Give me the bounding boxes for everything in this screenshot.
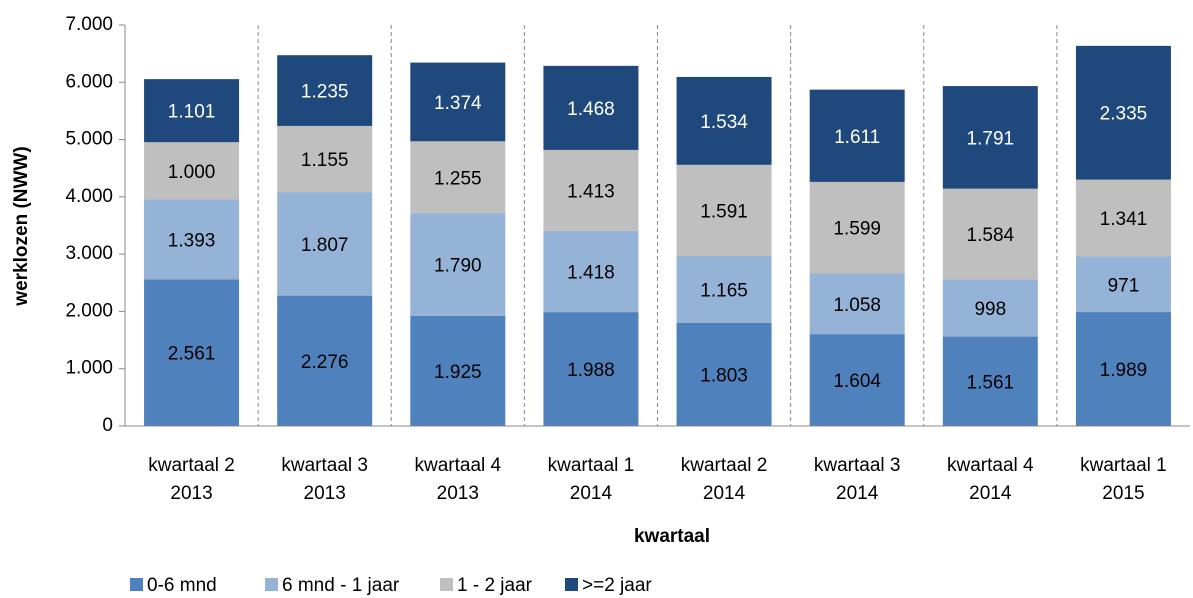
legend-label: 6 mnd - 1 jaar [282,575,400,596]
bar-segment [676,255,772,323]
data-label: 1.374 [434,93,482,114]
bar-segment [1075,179,1171,257]
bar-segment [277,192,373,296]
data-label: 1.604 [833,371,881,392]
y-axis-title: werklozen (NWW) [11,146,32,306]
bar-segment [809,273,905,335]
data-label: 1.058 [833,295,881,316]
bar-segment [1075,312,1171,426]
data-label: 2.561 [168,344,216,365]
data-label: 998 [974,299,1006,320]
x-tick-label: kwartaal 4 2013 [415,455,502,504]
bar-segment [277,55,373,126]
bar-segment [410,315,506,426]
data-label: 1.235 [301,82,349,103]
legend-swatch [565,578,578,591]
bar-segment [1075,45,1171,180]
legend-swatch [440,578,453,591]
data-label: 1.165 [700,280,748,301]
bar-segment [676,322,772,426]
data-label: 1.925 [434,362,482,383]
y-tick-label: 3.000 [65,243,113,264]
data-label: 1.790 [434,255,482,276]
data-label: 1.807 [301,235,349,256]
bar-segment [942,279,1038,337]
data-label: 1.101 [168,102,216,123]
x-tick-label: kwartaal 3 2014 [814,455,901,504]
data-label: 1.591 [700,201,748,222]
bar-segment [942,336,1038,426]
data-label: 1.534 [700,112,748,133]
legend-swatch [265,578,278,591]
bar-segment [144,199,240,280]
bar-segment [410,141,506,214]
y-tick-label: 1.000 [65,358,113,379]
y-tick-label: 7.000 [65,14,113,35]
bar-segment [543,65,639,150]
data-label: 1.255 [434,168,482,189]
data-label: 1.393 [168,230,216,251]
x-tick-label: kwartaal 1 2014 [548,455,635,504]
bar-segment [144,142,240,200]
data-label: 1.413 [567,181,615,202]
bar-segment [809,181,905,274]
bar-segment [1075,256,1171,313]
data-label: 1.584 [967,225,1015,246]
bar-segment [942,86,1038,189]
bar-segment [277,125,373,193]
data-label: 2.276 [301,352,349,373]
data-label: 2.335 [1100,104,1148,125]
bar-segment [144,279,240,426]
bar-segment [676,76,772,165]
x-tick-label: kwartaal 3 2013 [281,455,368,504]
bar-segment [676,164,772,256]
bar-segment [809,89,905,182]
y-tick-label: 2.000 [65,300,113,321]
legend-swatch [130,578,143,591]
y-tick-label: 5.000 [65,129,113,150]
x-tick-label: kwartaal 1 2015 [1080,455,1167,504]
data-label: 1.000 [168,162,216,183]
bar-segment [277,295,373,426]
bar-segment [144,79,240,143]
bar-segment [809,334,905,426]
y-tick-label: 4.000 [65,186,113,207]
data-label: 1.155 [301,150,349,171]
data-label: 1.599 [833,219,881,240]
legend-label: >=2 jaar [582,575,652,596]
bar-segment [410,62,506,142]
data-label: 1.803 [700,365,748,386]
bar-segment [410,213,506,316]
data-label: 1.989 [1100,360,1148,381]
data-label: 1.988 [567,360,615,381]
data-label: 1.341 [1100,209,1148,230]
x-tick-label: kwartaal 2 2014 [681,455,768,504]
x-axis-title: kwartaal [634,526,710,547]
legend-label: 1 - 2 jaar [457,575,533,596]
bar-segment [543,312,639,426]
data-label: 1.611 [834,127,880,148]
x-tick-label: kwartaal 2 2013 [148,455,235,504]
data-label: 971 [1108,275,1140,296]
bar-segment [543,230,639,313]
y-tick-label: 0 [102,415,113,436]
data-label: 1.791 [967,128,1015,149]
data-label: 1.418 [567,263,615,284]
bar-segment [543,149,639,231]
bar-segment [942,188,1038,280]
y-tick-label: 6.000 [65,71,113,92]
data-label: 1.561 [967,372,1015,393]
legend-label: 0-6 mnd [147,575,217,596]
x-tick-label: kwartaal 4 2014 [947,455,1034,504]
data-label: 1.468 [567,99,615,120]
